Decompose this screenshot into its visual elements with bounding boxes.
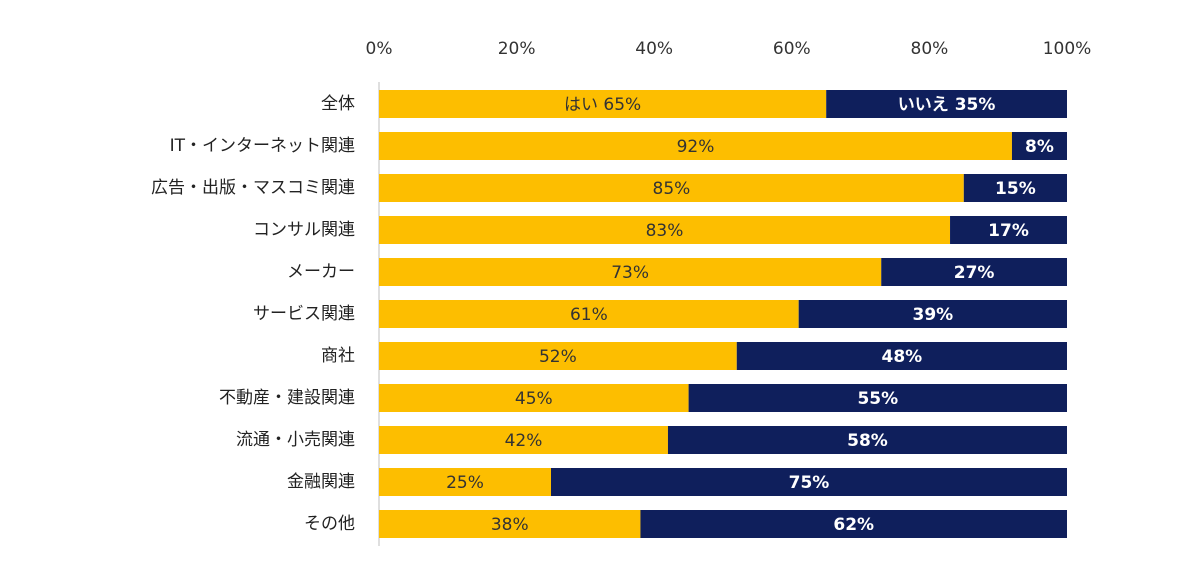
x-tick-label: 100% <box>1043 39 1092 59</box>
data-label-no: 17% <box>988 221 1029 241</box>
category-label: サービス関連 <box>253 304 355 324</box>
data-label-no: 75% <box>789 473 830 493</box>
bar-no <box>640 510 1067 538</box>
x-tick-label: 60% <box>773 39 811 59</box>
bar-yes <box>379 90 827 118</box>
data-label-yes: はい 65% <box>564 95 641 115</box>
category-label: その他 <box>304 514 355 534</box>
x-axis-ticks: 0% 20% 40% 60% 80% 100% <box>366 39 1092 59</box>
data-label-no: 8% <box>1025 137 1054 157</box>
category-label: コンサル関連 <box>253 220 355 240</box>
bar-yes <box>379 342 737 370</box>
data-label-yes: 45% <box>515 389 553 409</box>
bar-no <box>881 258 1067 286</box>
data-label-yes: 25% <box>446 473 484 493</box>
bars <box>379 90 1067 538</box>
bar-no <box>1011 132 1067 160</box>
bar-yes <box>379 174 964 202</box>
bar-no <box>688 384 1067 412</box>
x-tick-label: 0% <box>366 39 393 59</box>
data-label-yes: 42% <box>505 431 543 451</box>
bar-no <box>667 426 1067 454</box>
data-labels: はい 65% いいえ 35% 92% 8% 85% 15% 83% 17% 73% 27% 61% 3… <box>446 95 1054 535</box>
category-label: 流通・小売関連 <box>236 430 355 450</box>
bar-yes <box>379 132 1012 160</box>
bar-yes <box>379 216 951 244</box>
category-label: メーカー <box>287 262 355 282</box>
category-label: 広告・出版・マスコミ関連 <box>151 178 355 198</box>
bar-no <box>798 300 1067 328</box>
data-label-no: 62% <box>833 515 874 535</box>
x-tick-label: 40% <box>635 39 673 59</box>
data-label-yes: 73% <box>611 263 649 283</box>
bar-yes <box>379 426 668 454</box>
data-label-no: 27% <box>954 263 995 283</box>
data-label-no: 58% <box>847 431 888 451</box>
x-tick-label: 20% <box>498 39 536 59</box>
x-tick-label: 80% <box>911 39 949 59</box>
bar-no <box>826 90 1067 118</box>
bar-no <box>963 174 1067 202</box>
data-label-yes: 83% <box>646 221 684 241</box>
bar-yes <box>379 258 882 286</box>
category-labels: 全体 IT・インターネット関連広告・出版・マスコミ関連コンサル関連メーカーサービス… <box>151 94 355 534</box>
category-label: 全体 <box>321 94 355 114</box>
data-label-no: 39% <box>912 305 953 325</box>
category-label: 不動産・建設関連 <box>219 388 355 408</box>
bar-yes <box>379 300 799 328</box>
category-label: 金融関連 <box>287 472 355 492</box>
data-label-no: いいえ 35% <box>898 95 996 115</box>
data-label-yes: 61% <box>570 305 608 325</box>
bar-yes <box>379 468 551 496</box>
bar-no <box>736 342 1067 370</box>
bar-no <box>950 216 1067 244</box>
category-label: IT・インターネット関連 <box>170 136 355 156</box>
data-label-no: 55% <box>857 389 898 409</box>
bar-yes <box>379 384 689 412</box>
data-label-yes: 85% <box>653 179 691 199</box>
data-label-yes: 92% <box>677 137 715 157</box>
data-label-yes: 52% <box>539 347 577 367</box>
bar-no <box>551 468 1067 496</box>
data-label-no: 48% <box>882 347 923 367</box>
data-label-no: 15% <box>995 179 1036 199</box>
data-label-yes: 38% <box>491 515 529 535</box>
bar-yes <box>379 510 641 538</box>
category-label: 商社 <box>321 346 355 366</box>
